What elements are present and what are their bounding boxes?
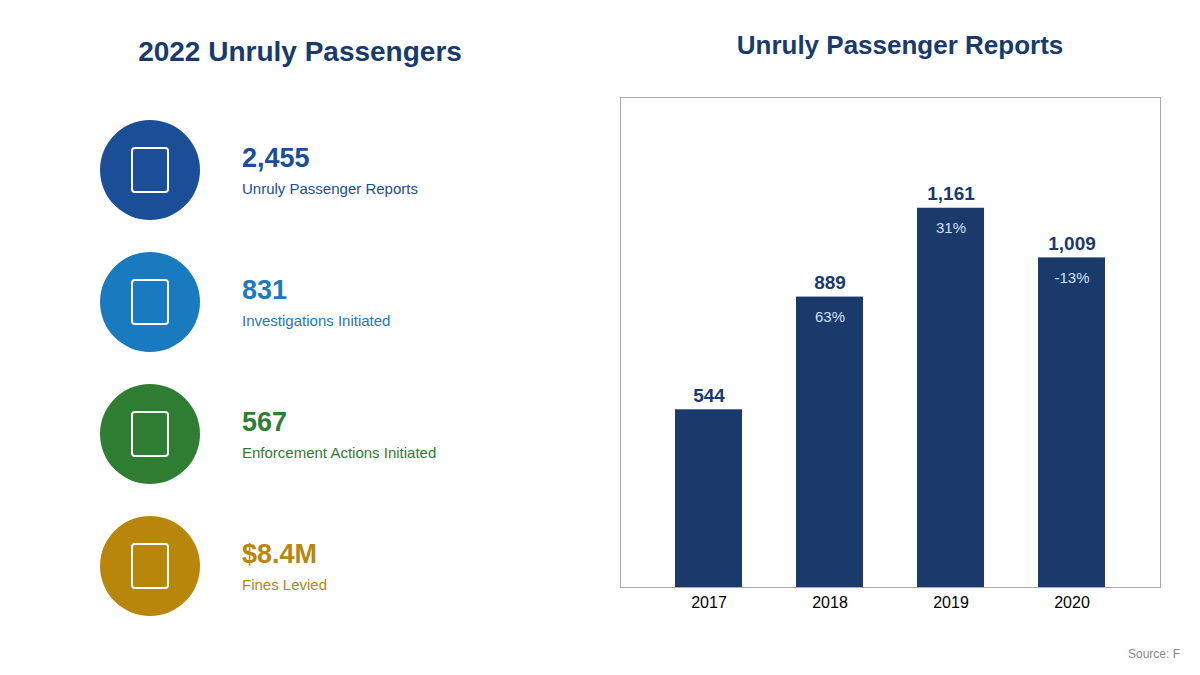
html-text:Fines Levied: Fines Levied — [242, 576, 328, 593]
svg-text:544: 544 — [693, 385, 725, 406]
svg-text:2020: 2020 — [1054, 594, 1090, 611]
html-text:Investigations Initiated: Investigations Initiated — [242, 312, 391, 329]
html-text:$8.4M: $8.4M — [242, 539, 317, 569]
html-text:2,455: 2,455 — [242, 143, 310, 173]
svg-text:1,161: 1,161 — [927, 183, 975, 204]
html-text:2022 Unruly Passengers: 2022 Unruly Passengers — [138, 36, 462, 67]
svg-text:1,009: 1,009 — [1048, 233, 1096, 254]
svg-text:-13%: -13% — [1054, 269, 1089, 286]
html-text:Enforcement Actions Initiated: Enforcement Actions Initiated — [242, 444, 437, 461]
html-text:831: 831 — [242, 275, 288, 305]
html-text:Unruly Passenger Reports: Unruly Passenger Reports — [736, 30, 1064, 60]
html-text:Unruly Passenger Reports: Unruly Passenger Reports — [242, 180, 418, 197]
html-text:Source: F: Source: F — [1128, 647, 1180, 661]
html-text:567: 567 — [242, 407, 288, 437]
svg-text:2019: 2019 — [933, 594, 969, 611]
svg-text:63%: 63% — [815, 308, 845, 325]
svg-text:31%: 31% — [936, 219, 966, 236]
svg-text:889: 889 — [814, 272, 846, 293]
svg-text:2017: 2017 — [691, 594, 727, 611]
svg-text:2018: 2018 — [812, 594, 848, 611]
